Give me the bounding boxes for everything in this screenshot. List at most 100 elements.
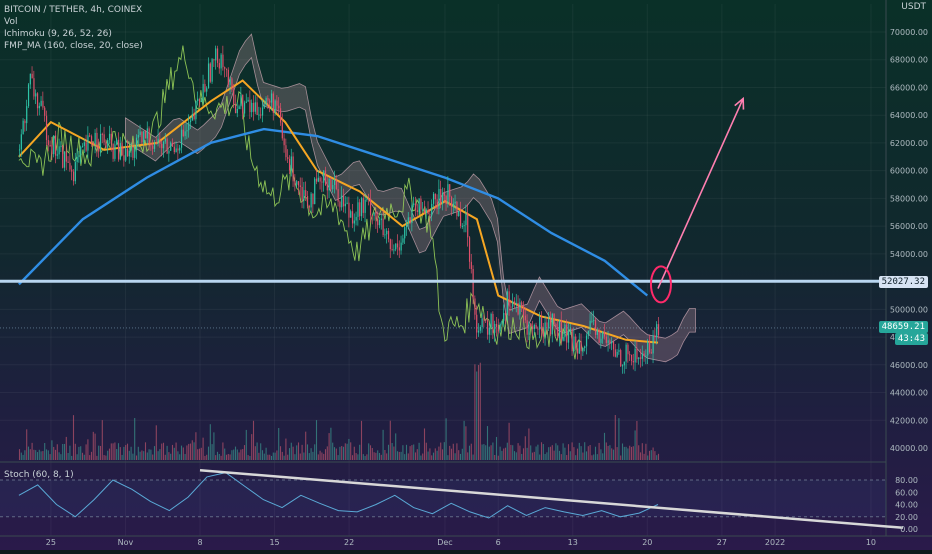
candle-body (186, 130, 188, 132)
candle-body (387, 230, 390, 240)
volume-bar (51, 440, 53, 460)
candle-body (231, 78, 233, 90)
candle-body (141, 131, 143, 143)
volume-bar (209, 424, 211, 460)
volume-bar (540, 442, 543, 460)
volume-bar (438, 446, 440, 460)
candle-body (135, 137, 138, 151)
candle-body (234, 104, 237, 114)
candle-body (339, 201, 341, 208)
volume-bar (465, 426, 467, 460)
volume-bar (521, 453, 523, 460)
candle-body (456, 201, 458, 217)
volume-bar (42, 451, 44, 460)
candle-body (274, 100, 276, 113)
candle-body (164, 138, 166, 142)
volume-bar (96, 455, 98, 460)
candle-body (614, 349, 616, 357)
volume-bar (479, 362, 481, 460)
volume-bar (380, 454, 382, 460)
volume-bar (598, 442, 600, 460)
candle-body (562, 337, 564, 341)
volume-bar (85, 444, 87, 460)
volume-bar (297, 442, 300, 460)
candle-body (125, 148, 127, 161)
volume-bar (254, 446, 256, 460)
moving-average-label[interactable]: FMP_MA (160, close, 20, close) (4, 41, 143, 51)
candle-body (632, 361, 634, 363)
volume-bar (409, 446, 411, 460)
candle-body (62, 145, 64, 168)
candle-body (314, 178, 316, 205)
candle-body (243, 102, 246, 114)
price-tick-label: 46000.00 (890, 361, 928, 370)
volume-bar (150, 449, 152, 460)
candle-body (522, 306, 525, 316)
candle-body (29, 73, 31, 85)
candle-body (78, 155, 80, 157)
volume-bar (180, 445, 183, 460)
candle-body (195, 100, 197, 120)
stoch-tick-label: 40.00 (895, 501, 918, 510)
candle-body (197, 98, 199, 101)
candle-body (49, 144, 51, 146)
volume-bar (278, 428, 280, 460)
volume-bar (247, 455, 249, 460)
volume-bar (616, 447, 618, 460)
volume-bar (317, 454, 319, 460)
symbol-title[interactable]: BITCOIN / TETHER, 4h, COINEX (4, 5, 143, 15)
volume-bar (378, 452, 381, 460)
candle-body (495, 323, 498, 327)
stoch-label[interactable]: Stoch (60, 8, 1) (4, 470, 74, 480)
volume-bar (31, 442, 33, 460)
candle-body (594, 320, 597, 335)
candle-body (596, 329, 598, 335)
candle-body (150, 143, 152, 146)
candle-body (224, 67, 226, 69)
volume-bar (571, 442, 573, 460)
volume-bar (90, 451, 93, 460)
volume-bar (153, 446, 156, 460)
volume-bar (458, 450, 460, 460)
ichimoku-label[interactable]: Ichimoku (9, 26, 52, 26) (4, 29, 112, 39)
candle-body (362, 198, 364, 213)
volume-bar (348, 438, 350, 460)
volume-bar (346, 443, 348, 460)
volume-bar (463, 420, 465, 460)
volume-bar (440, 442, 442, 460)
candle-body (326, 184, 328, 191)
candle-body (348, 202, 350, 218)
candle-body (270, 93, 273, 103)
candle-body (261, 107, 264, 116)
volume-bar (432, 452, 435, 460)
candle-body (459, 210, 462, 227)
volume-bar (215, 455, 217, 460)
time-tick-label: 15 (269, 538, 279, 547)
time-tick-label: 2022 (765, 538, 785, 547)
candle-body (170, 142, 172, 151)
candle-body (276, 100, 278, 106)
volume-bar (26, 429, 28, 460)
candle-body (533, 325, 535, 330)
volume-bar (87, 439, 89, 460)
candle-body (40, 100, 42, 106)
volume-bar (116, 449, 118, 460)
candle-body (508, 291, 510, 307)
currency-label[interactable]: USDT (901, 2, 926, 12)
time-tick-label: 8 (197, 538, 202, 547)
candle-body (564, 324, 566, 338)
volume-bar (306, 444, 309, 460)
countdown-badge: 43:43 (894, 333, 928, 345)
volume-bar (220, 455, 222, 460)
volume-bar (386, 453, 388, 460)
volume-label[interactable]: Vol (4, 17, 18, 27)
candle-body (497, 326, 499, 332)
candle-body (530, 323, 532, 327)
candle-body (269, 100, 271, 103)
volume-bar (18, 449, 21, 460)
volume-bar (119, 447, 121, 460)
price-tick-label: 66000.00 (890, 83, 928, 92)
volume-bar (656, 455, 658, 460)
candle-body (18, 149, 21, 151)
